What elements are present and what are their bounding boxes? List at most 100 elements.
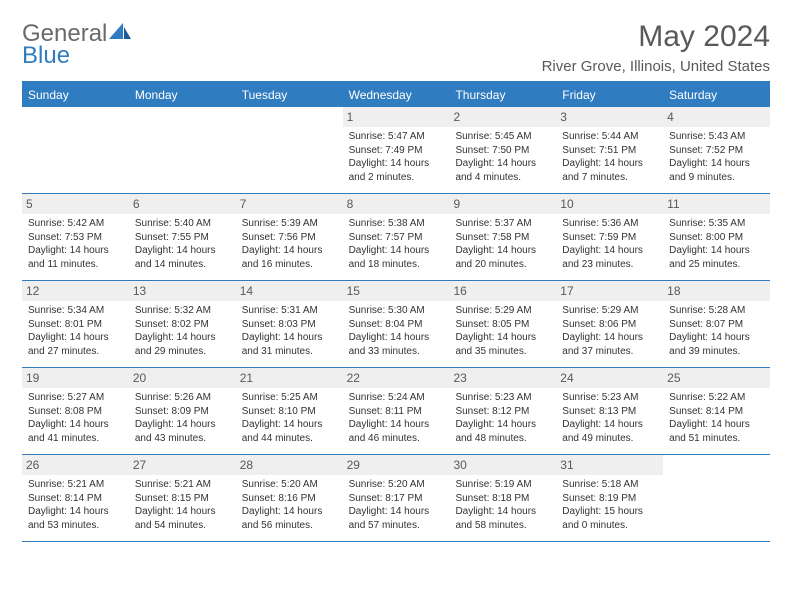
day-cell: 29Sunrise: 5:20 AMSunset: 8:17 PMDayligh… xyxy=(343,455,450,541)
day-cell: 30Sunrise: 5:19 AMSunset: 8:18 PMDayligh… xyxy=(449,455,556,541)
day-cell: 23Sunrise: 5:23 AMSunset: 8:12 PMDayligh… xyxy=(449,368,556,454)
sunset-text: Sunset: 8:12 PM xyxy=(455,405,550,419)
day-number: 3 xyxy=(556,107,663,127)
day-number: 16 xyxy=(449,281,556,301)
sunrise-text: Sunrise: 5:28 AM xyxy=(669,304,764,318)
day-cell: 8Sunrise: 5:38 AMSunset: 7:57 PMDaylight… xyxy=(343,194,450,280)
sunset-text: Sunset: 7:52 PM xyxy=(669,144,764,158)
daylight-text: Daylight: 14 hours and 33 minutes. xyxy=(349,331,444,358)
day-number: 10 xyxy=(556,194,663,214)
day-number: 2 xyxy=(449,107,556,127)
day-number: 19 xyxy=(22,368,129,388)
day-number: 26 xyxy=(22,455,129,475)
logo-sail-icon xyxy=(109,23,131,46)
calendar: Sunday Monday Tuesday Wednesday Thursday… xyxy=(22,81,770,542)
day-number: 15 xyxy=(343,281,450,301)
sunset-text: Sunset: 8:18 PM xyxy=(455,492,550,506)
sunset-text: Sunset: 8:04 PM xyxy=(349,318,444,332)
daylight-text: Daylight: 14 hours and 25 minutes. xyxy=(669,244,764,271)
day-number: 4 xyxy=(663,107,770,127)
location-text: River Grove, Illinois, United States xyxy=(542,58,770,75)
sunrise-text: Sunrise: 5:35 AM xyxy=(669,217,764,231)
day-cell xyxy=(22,107,129,193)
sunrise-text: Sunrise: 5:31 AM xyxy=(242,304,337,318)
sunrise-text: Sunrise: 5:20 AM xyxy=(242,478,337,492)
daylight-text: Daylight: 14 hours and 53 minutes. xyxy=(28,505,123,532)
day-cell: 2Sunrise: 5:45 AMSunset: 7:50 PMDaylight… xyxy=(449,107,556,193)
sunrise-text: Sunrise: 5:23 AM xyxy=(562,391,657,405)
sunrise-text: Sunrise: 5:32 AM xyxy=(135,304,230,318)
sunset-text: Sunset: 7:51 PM xyxy=(562,144,657,158)
week-row: 19Sunrise: 5:27 AMSunset: 8:08 PMDayligh… xyxy=(22,368,770,455)
day-cell: 27 Sunrise: 5:21 AMSunset: 8:15 PMDayligh… xyxy=(129,455,236,541)
weekday-wed: Wednesday xyxy=(343,83,450,107)
day-number: 1 xyxy=(343,107,450,127)
day-cell: 16Sunrise: 5:29 AMSunset: 8:05 PMDayligh… xyxy=(449,281,556,367)
sunset-text: Sunset: 8:13 PM xyxy=(562,405,657,419)
weekday-tue: Tuesday xyxy=(236,83,343,107)
daylight-text: Daylight: 14 hours and 18 minutes. xyxy=(349,244,444,271)
day-cell: 9Sunrise: 5:37 AMSunset: 7:58 PMDaylight… xyxy=(449,194,556,280)
sunrise-text: Sunrise: 5:23 AM xyxy=(455,391,550,405)
day-cell: 4Sunrise: 5:43 AMSunset: 7:52 PMDaylight… xyxy=(663,107,770,193)
sunset-text: Sunset: 8:08 PM xyxy=(28,405,123,419)
sunset-text: Sunset: 8:02 PM xyxy=(135,318,230,332)
sunrise-text: Sunrise: 5:30 AM xyxy=(349,304,444,318)
daylight-text: Daylight: 14 hours and 29 minutes. xyxy=(135,331,230,358)
day-cell: 13 Sunrise: 5:32 AMSunset: 8:02 PMDayligh… xyxy=(129,281,236,367)
day-number: 13 xyxy=(129,281,236,301)
logo: General Blue xyxy=(22,20,131,70)
sunset-text: Sunset: 8:00 PM xyxy=(669,231,764,245)
day-number: 17 xyxy=(556,281,663,301)
weekday-sun: Sunday xyxy=(22,83,129,107)
sunrise-text: Sunrise: 5:29 AM xyxy=(455,304,550,318)
sunset-text: Sunset: 7:57 PM xyxy=(349,231,444,245)
weekday-sat: Saturday xyxy=(663,83,770,107)
daylight-text: Daylight: 14 hours and 7 minutes. xyxy=(562,157,657,184)
daylight-text: Daylight: 14 hours and 35 minutes. xyxy=(455,331,550,358)
day-number: 23 xyxy=(449,368,556,388)
sunset-text: Sunset: 8:15 PM xyxy=(135,492,230,506)
day-number: 20 xyxy=(129,368,236,388)
day-number: 7 xyxy=(236,194,343,214)
sunrise-text: Sunrise: 5:40 AM xyxy=(135,217,230,231)
day-cell: 6Sunrise: 5:40 AMSunset: 7:55 PMDaylight… xyxy=(129,194,236,280)
day-number: 8 xyxy=(343,194,450,214)
sunrise-text: Sunrise: 5:22 AM xyxy=(669,391,764,405)
daylight-text: Daylight: 14 hours and 39 minutes. xyxy=(669,331,764,358)
day-cell: 18Sunrise: 5:28 AMSunset: 8:07 PMDayligh… xyxy=(663,281,770,367)
weekday-mon: Monday xyxy=(129,83,236,107)
day-cell: 26Sunrise: 5:21 AMSunset: 8:14 PMDayligh… xyxy=(22,455,129,541)
daylight-text: Daylight: 14 hours and 27 minutes. xyxy=(28,331,123,358)
day-cell: 17Sunrise: 5:29 AMSunset: 8:06 PMDayligh… xyxy=(556,281,663,367)
week-row: 12Sunrise: 5:34 AMSunset: 8:01 PMDayligh… xyxy=(22,281,770,368)
day-number: 21 xyxy=(236,368,343,388)
day-number: 12 xyxy=(22,281,129,301)
sunset-text: Sunset: 8:14 PM xyxy=(669,405,764,419)
sunrise-text: Sunrise: 5:26 AM xyxy=(135,391,230,405)
sunrise-text: Sunrise: 5:21 AM xyxy=(28,478,123,492)
weeks-container: 1Sunrise: 5:47 AMSunset: 7:49 PMDaylight… xyxy=(22,107,770,542)
daylight-text: Daylight: 14 hours and 16 minutes. xyxy=(242,244,337,271)
day-cell: 24Sunrise: 5:23 AMSunset: 8:13 PMDayligh… xyxy=(556,368,663,454)
day-number: 14 xyxy=(236,281,343,301)
sunset-text: Sunset: 8:06 PM xyxy=(562,318,657,332)
sunset-text: Sunset: 7:49 PM xyxy=(349,144,444,158)
daylight-text: Daylight: 14 hours and 54 minutes. xyxy=(135,505,230,532)
sunrise-text: Sunrise: 5:21 AM xyxy=(135,478,230,492)
day-cell: 19Sunrise: 5:27 AMSunset: 8:08 PMDayligh… xyxy=(22,368,129,454)
sunrise-text: Sunrise: 5:45 AM xyxy=(455,130,550,144)
sunrise-text: Sunrise: 5:43 AM xyxy=(669,130,764,144)
day-number: 27 xyxy=(129,455,236,475)
sunset-text: Sunset: 8:09 PM xyxy=(135,405,230,419)
sunset-text: Sunset: 8:01 PM xyxy=(28,318,123,332)
day-number: 28 xyxy=(236,455,343,475)
header: General Blue May 2024 River Grove, Illin… xyxy=(22,20,770,75)
daylight-text: Daylight: 14 hours and 20 minutes. xyxy=(455,244,550,271)
day-number: 25 xyxy=(663,368,770,388)
week-row: 5Sunrise: 5:42 AMSunset: 7:53 PMDaylight… xyxy=(22,194,770,281)
day-cell: 15 Sunrise: 5:30 AMSunset: 8:04 PMDayligh… xyxy=(343,281,450,367)
sunrise-text: Sunrise: 5:36 AM xyxy=(562,217,657,231)
sunset-text: Sunset: 8:11 PM xyxy=(349,405,444,419)
weekday-fri: Friday xyxy=(556,83,663,107)
